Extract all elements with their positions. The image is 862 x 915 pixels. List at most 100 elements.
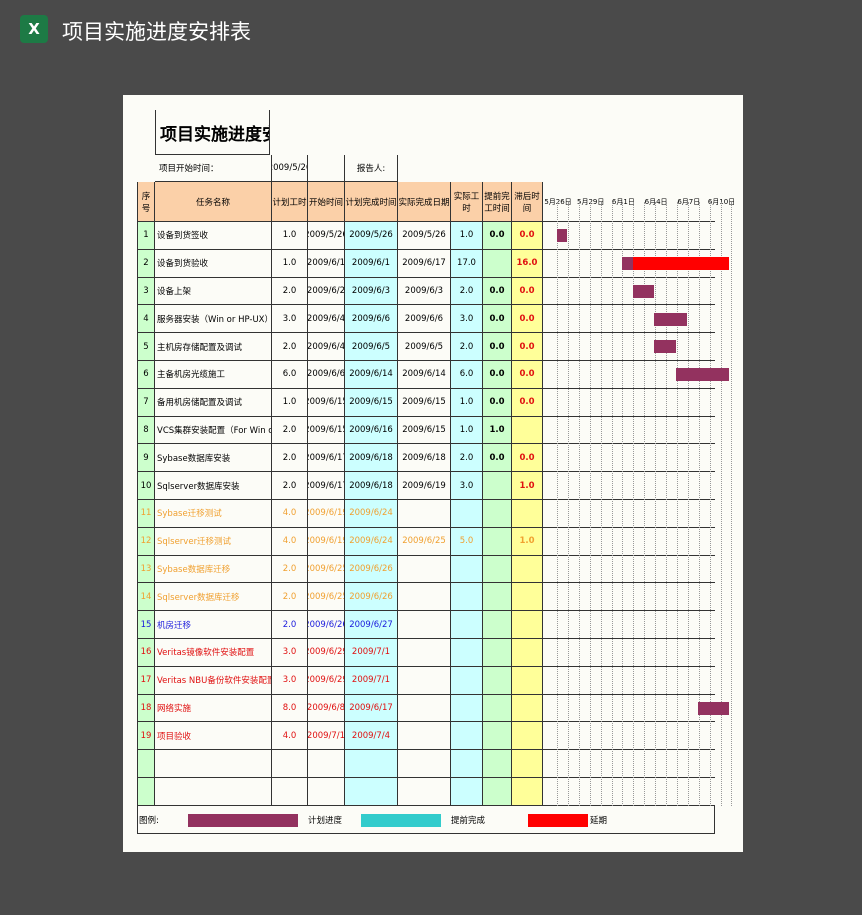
cell: 17 [137,666,155,695]
cell: 0.0 [512,444,543,473]
cell [483,555,512,584]
cell: 2009/7/1 [345,639,398,667]
cell: 2009/6/15 [398,388,451,417]
cell [345,778,398,806]
task-name: Sybase迁移测试 [155,500,272,528]
task-name: 主备机房光缆施工 [155,361,272,389]
cell: 2009/6/17 [345,694,398,723]
cell: 4.0 [272,527,308,556]
cell: 2009/6/4 [308,305,345,334]
cell [483,472,512,500]
cell: 1.0 [512,472,543,500]
cell: 2009/7/1 [345,666,398,695]
cell: 1.0 [272,388,308,417]
cell: 2009/6/25 [308,583,345,612]
gantt-gridline [557,202,558,806]
column-header: 开始时间 [308,182,345,222]
cell [308,778,345,806]
legend-text: 延期 [590,815,608,826]
start-label: 项目开始时间： [155,155,272,182]
task-name: Sqlserver数据库安装 [155,472,272,500]
cell: 4.0 [272,722,308,751]
cell: 12 [137,527,155,556]
cell [483,694,512,723]
gantt-gridline [589,202,591,806]
task-name: 主机房存储配置及调试 [155,333,272,361]
task-name [155,778,272,806]
cell: 2009/6/29 [308,639,345,667]
cell: 3 [137,277,155,306]
cell [451,666,483,695]
cell: 2009/6/17 [308,472,345,500]
cell: 1 [137,222,155,250]
gantt-row [543,250,715,278]
cell: 2009/6/1 [308,249,345,278]
cell [512,722,543,751]
spreadsheet: 项目实施进度安排项目开始时间：2009/5/26报告人:序号任务名称计划工时开始… [123,95,743,852]
column-header: 实际完成日期 [398,182,451,222]
cell: 2.0 [272,583,308,612]
cell [398,611,451,639]
cell: 2009/6/26 [345,555,398,584]
cell: 2009/6/26 [308,611,345,639]
gantt-gridline [720,202,722,806]
gantt-row [543,556,715,584]
cell [398,750,451,778]
cell [272,750,308,778]
cell [398,639,451,667]
start-date: 2009/5/26 [272,155,308,182]
task-name: 项目验收 [155,722,272,751]
cell: 6.0 [272,361,308,389]
gantt-gridline [578,202,580,806]
cell: 1.0 [451,222,483,250]
cell: 2009/6/16 [345,416,398,445]
gantt-row [543,722,715,751]
cell [512,416,543,445]
gantt-gridline [698,202,700,806]
gantt-row [543,444,715,473]
gantt-gridline [687,202,689,806]
gantt-gridline [611,202,613,806]
cell: 2009/6/8 [308,694,345,723]
gantt-bar [633,285,654,298]
cell: 0.0 [483,444,512,473]
cell: 2009/6/2 [308,277,345,306]
cell: 2009/6/5 [398,333,451,361]
cell: 2009/6/25 [398,527,451,556]
gantt-row [543,361,715,389]
cell [512,694,543,723]
cell: 3.0 [272,639,308,667]
cell [483,750,512,778]
cell [512,666,543,695]
gantt-date: 5月26日 [544,198,572,206]
cell: 2009/6/17 [398,249,451,278]
cell [512,611,543,639]
gantt-bar [557,229,567,242]
gantt-row [543,667,715,695]
cell: 2009/7/1 [308,722,345,751]
cell: 16 [137,639,155,667]
cell: 2.0 [272,416,308,445]
cell: 0.0 [483,361,512,389]
cell: 19 [137,722,155,751]
gantt-date: 6月10日 [707,198,736,206]
cell [398,722,451,751]
title-bar: X 项目实施进度安排表 [0,0,862,60]
task-name: 机房迁移 [155,611,272,639]
task-name: VCS集群安装配置（For Win or Hp-ux） [155,416,272,445]
legend-row [137,805,715,834]
cell [398,500,451,528]
cell [451,722,483,751]
cell: 9 [137,444,155,473]
task-name: 备用机房储配置及调试 [155,388,272,417]
cell: 10 [137,472,155,500]
cell: 2009/6/24 [345,527,398,556]
cell: 2 [137,249,155,278]
cell: 1.0 [272,222,308,250]
column-header: 实际工时 [451,182,483,222]
cell: 2009/6/14 [345,361,398,389]
cell [398,583,451,612]
cell: 13 [137,555,155,584]
gantt-bar [676,368,729,381]
